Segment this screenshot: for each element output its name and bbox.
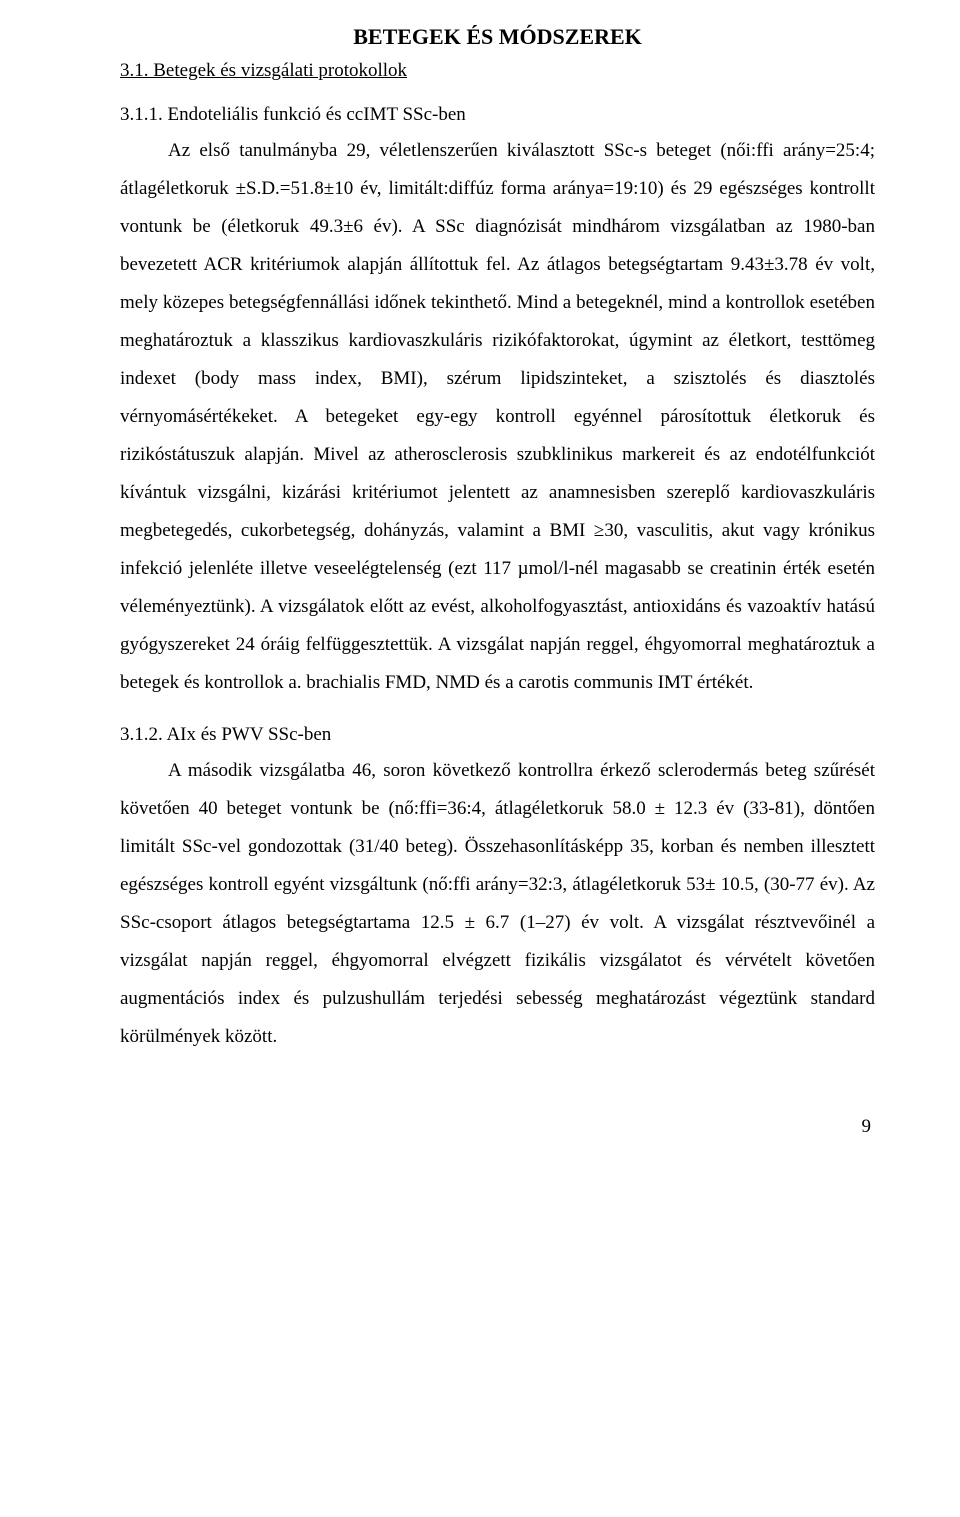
section-1-heading: 3.1.1. Endoteliális funkció és ccIMT SSc… — [120, 104, 875, 126]
document-page: BETEGEK ÉS MÓDSZEREK 3.1. Betegek és viz… — [0, 0, 960, 1178]
section-2-body: A második vizsgálatba 46, soron következ… — [120, 752, 875, 1056]
sub-title: 3.1. Betegek és vizsgálati protokollok — [120, 60, 875, 82]
section-2-heading: 3.1.2. AIx és PWV SSc-ben — [120, 724, 875, 746]
main-title: BETEGEK ÉS MÓDSZEREK — [120, 24, 875, 50]
section-1-body: Az első tanulmányba 29, véletlenszerűen … — [120, 132, 875, 702]
page-number: 9 — [120, 1116, 875, 1138]
